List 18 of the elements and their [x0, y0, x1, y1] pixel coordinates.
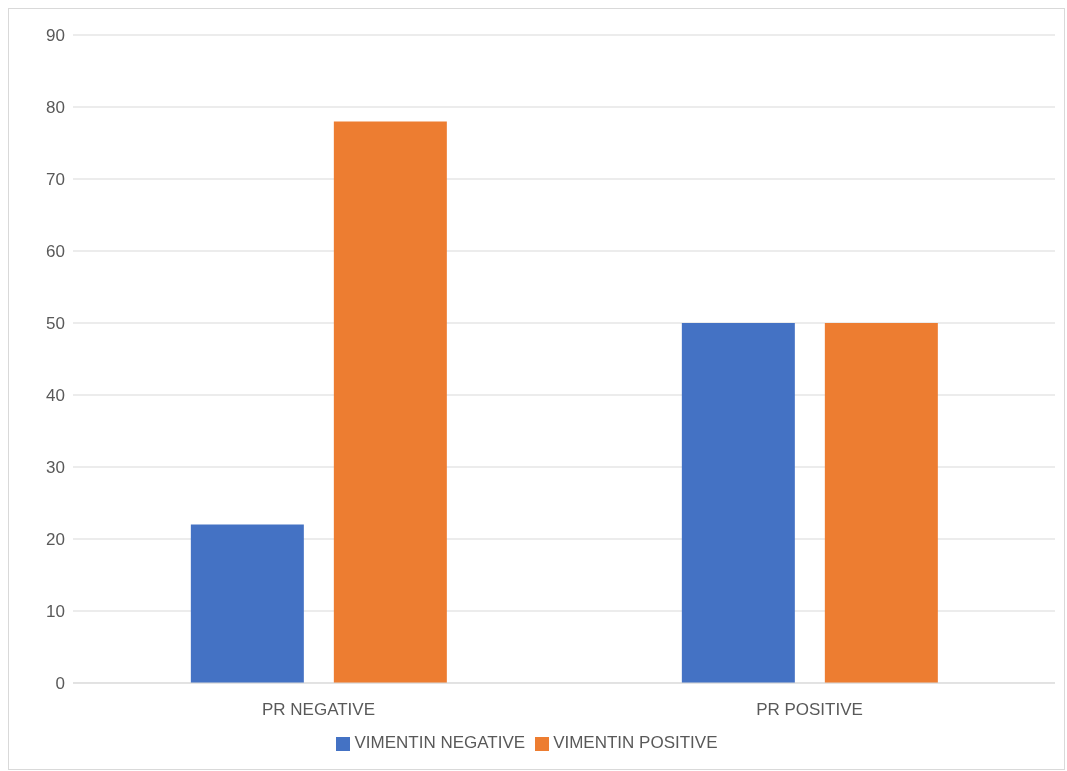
- y-tick-label: 70: [46, 170, 65, 190]
- y-tick-label: 90: [46, 26, 65, 46]
- y-tick-label: 40: [46, 386, 65, 406]
- legend-label: VIMENTIN POSITIVE: [553, 733, 718, 752]
- y-tick-label: 30: [46, 458, 65, 478]
- legend-label: VIMENTIN NEGATIVE: [354, 733, 526, 752]
- y-tick-label: 80: [46, 98, 65, 118]
- x-tick-label: PR NEGATIVE: [261, 700, 376, 720]
- bar: [190, 524, 304, 683]
- y-tick-label: 0: [55, 674, 65, 694]
- y-tick-label: 10: [46, 602, 65, 622]
- y-tick-label: 20: [46, 530, 65, 550]
- bar: [681, 323, 795, 683]
- x-tick-label: PR POSITIVE: [756, 700, 863, 720]
- bar: [333, 121, 447, 683]
- y-tick-label: 60: [46, 242, 65, 262]
- bar: [824, 323, 938, 683]
- y-tick-label: 50: [46, 314, 65, 334]
